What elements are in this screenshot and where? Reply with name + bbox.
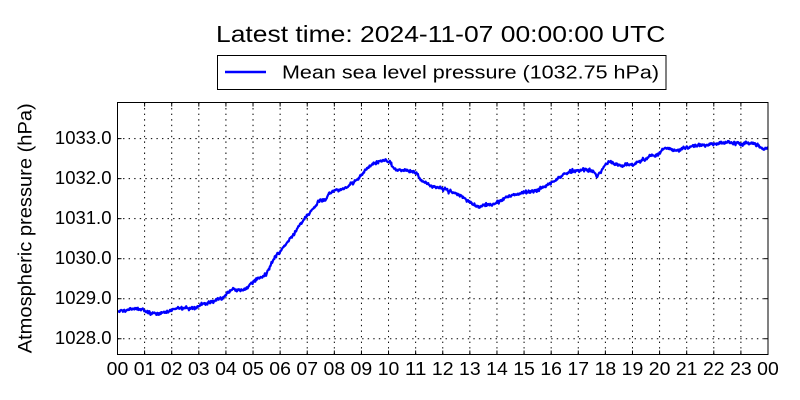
svg-text:20: 20 [649,358,671,379]
svg-text:1031.0: 1031.0 [55,207,112,228]
svg-text:23: 23 [730,358,752,379]
svg-text:Latest time: 2024-11-07 00:00:: Latest time: 2024-11-07 00:00:00 UTC [216,21,665,47]
svg-text:11: 11 [405,358,427,379]
svg-text:10: 10 [378,358,400,379]
svg-text:18: 18 [595,358,617,379]
svg-text:21: 21 [676,358,698,379]
svg-text:1029.0: 1029.0 [55,287,112,308]
svg-text:02: 02 [161,358,183,379]
svg-text:1032.0: 1032.0 [55,167,112,188]
svg-text:03: 03 [188,358,210,379]
svg-text:07: 07 [296,358,318,379]
svg-text:1033.0: 1033.0 [55,127,112,148]
svg-text:15: 15 [513,358,535,379]
svg-text:04: 04 [215,358,237,379]
svg-text:08: 08 [324,358,346,379]
svg-text:01: 01 [134,358,156,379]
svg-text:1028.0: 1028.0 [55,327,112,348]
svg-text:Mean sea level pressure (1032.: Mean sea level pressure (1032.75 hPa) [282,62,659,82]
svg-text:22: 22 [703,358,725,379]
svg-text:00: 00 [757,358,779,379]
svg-text:Atmospheric pressure (hPa): Atmospheric pressure (hPa) [16,103,37,353]
svg-text:16: 16 [540,358,562,379]
svg-text:17: 17 [567,358,589,379]
svg-text:00: 00 [107,358,129,379]
svg-text:05: 05 [242,358,264,379]
svg-text:1030.0: 1030.0 [55,247,112,268]
svg-text:06: 06 [269,358,291,379]
svg-text:13: 13 [459,358,481,379]
svg-text:19: 19 [622,358,644,379]
svg-text:14: 14 [486,358,508,379]
svg-text:09: 09 [351,358,373,379]
svg-text:12: 12 [432,358,454,379]
